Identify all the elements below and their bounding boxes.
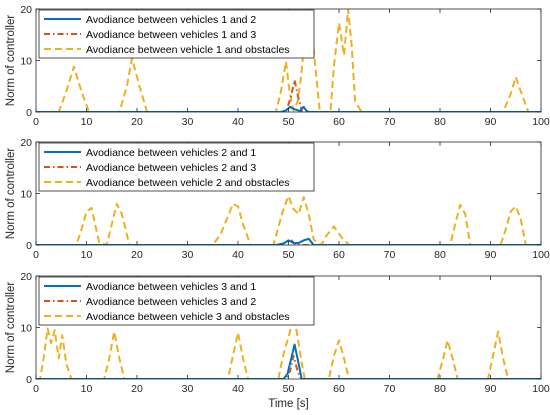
x-tick-label: 40 (232, 249, 244, 261)
x-tick-label: 10 (81, 116, 93, 128)
x-tick-label: 50 (283, 383, 295, 395)
y-tick-label: 10 (20, 55, 32, 67)
x-tick-label: 80 (434, 249, 446, 261)
x-tick-label: 80 (434, 383, 446, 395)
legend-label: Avodiance between vehicles 1 and 2 (86, 14, 256, 26)
series-line-1 (36, 237, 541, 245)
x-tick-label: 100 (532, 249, 550, 261)
x-axis-label: Time [s] (268, 398, 308, 410)
legend-label: Avodiance between vehicles 2 and 1 (86, 147, 256, 159)
legend-box (38, 9, 315, 59)
y-tick-label: 0 (26, 240, 32, 252)
x-tick-label: 20 (131, 116, 143, 128)
y-tick-label: 10 (20, 322, 32, 334)
x-tick-label: 40 (232, 116, 244, 128)
y-tick-label: 10 (20, 188, 32, 200)
x-tick-label: 90 (485, 116, 497, 128)
x-tick-label: 70 (384, 116, 396, 128)
x-tick-label: 100 (532, 383, 550, 395)
legend: Avodiance between vehicles 1 and 2 Avodia… (38, 9, 315, 59)
y-tick-label: 0 (26, 107, 32, 119)
x-tick-label: 50 (283, 249, 295, 261)
x-tick-label: 30 (182, 249, 194, 261)
x-tick-label: 90 (485, 249, 497, 261)
y-axis-label: Norm of controller (5, 282, 17, 374)
x-tick-label: 0 (33, 383, 39, 395)
series-line-2 (36, 354, 541, 379)
x-tick-label: 0 (33, 116, 39, 128)
y-axis-label: Norm of controller (5, 15, 17, 107)
x-tick-label: 60 (333, 249, 345, 261)
x-tick-label: 10 (81, 383, 93, 395)
x-tick-label: 70 (384, 383, 396, 395)
x-tick-label: 30 (182, 116, 194, 128)
y-tick-label: 20 (20, 137, 32, 149)
y-tick-label: 20 (20, 4, 32, 16)
y-axis-label: Norm of controller (5, 148, 17, 240)
series-line-3 (36, 321, 541, 379)
legend: Avodiance between vehicles 2 and 1 Avodia… (38, 142, 315, 192)
y-tick-label: 0 (26, 374, 32, 386)
x-tick-label: 40 (232, 383, 244, 395)
x-tick-label: 30 (182, 383, 194, 395)
x-tick-label: 80 (434, 116, 446, 128)
x-tick-label: 100 (532, 116, 550, 128)
x-tick-label: 60 (333, 116, 345, 128)
x-tick-label: 70 (384, 249, 396, 261)
series-line-1 (36, 105, 541, 112)
legend-label: Avodiance between vehicle 1 and obstacle… (86, 44, 290, 56)
x-tick-label: 20 (131, 249, 143, 261)
x-tick-label: 90 (485, 383, 497, 395)
legend-label: Avodiance between vehicles 3 and 1 (86, 281, 256, 293)
x-tick-label: 50 (283, 116, 295, 128)
legend-label: Avodiance between vehicles 2 and 3 (86, 162, 256, 174)
y-tick-label: 20 (20, 271, 32, 283)
x-tick-label: 20 (131, 383, 143, 395)
legend-label: Avodiance between vehicle 2 and obstacle… (86, 177, 290, 189)
x-tick-label: 60 (333, 383, 345, 395)
legend-box (38, 276, 315, 326)
x-tick-label: 10 (81, 249, 93, 261)
legend-label: Avodiance between vehicles 3 and 2 (86, 296, 256, 308)
legend-box (38, 142, 315, 192)
legend-label: Avodiance between vehicle 3 and obstacle… (86, 311, 290, 323)
series-line-3 (36, 195, 541, 245)
x-tick-label: 0 (33, 249, 39, 261)
legend: Avodiance between vehicles 3 and 1 Avodia… (38, 276, 315, 326)
series-line-1 (36, 343, 541, 379)
legend-label: Avodiance between vehicles 1 and 3 (86, 29, 256, 41)
